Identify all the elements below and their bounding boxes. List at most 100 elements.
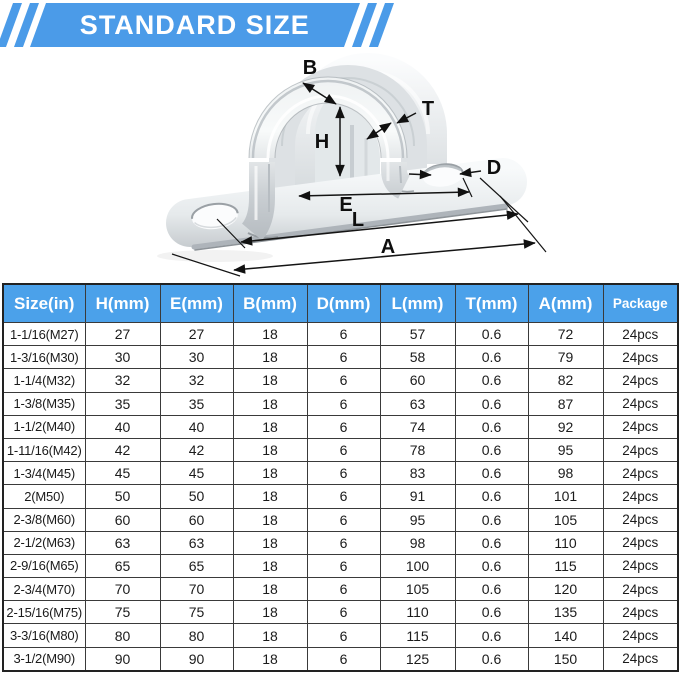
size-cell: 1-3/8(M35) bbox=[2, 391, 86, 416]
value-cell: 63 bbox=[159, 530, 234, 555]
value-cell: 0.6 bbox=[454, 484, 529, 509]
value-cell: 75 bbox=[84, 600, 161, 625]
value-cell: 0.6 bbox=[454, 577, 529, 602]
value-cell: 72 bbox=[527, 321, 604, 347]
label-L: L bbox=[352, 209, 364, 231]
dim-A-arrow bbox=[233, 239, 536, 274]
size-cell: 2(M50) bbox=[2, 484, 86, 509]
package-cell: 24pcs bbox=[602, 623, 679, 648]
value-cell: 80 bbox=[84, 623, 161, 648]
witness-lines bbox=[171, 177, 547, 277]
size-cell: 2-3/4(M70) bbox=[2, 577, 86, 602]
table-row: 2-15/16(M75) 75 75 18 6 110 0.6 135 24pcs bbox=[2, 600, 679, 625]
package-cell: 24pcs bbox=[602, 600, 679, 625]
size-cell: 1-3/4(M45) bbox=[2, 461, 86, 486]
value-cell: 18 bbox=[232, 577, 308, 602]
value-cell: 105 bbox=[379, 577, 456, 602]
table-row: 1-3/16(M30) 30 30 18 6 58 0.6 79 24pcs bbox=[2, 345, 679, 370]
value-cell: 6 bbox=[306, 623, 381, 648]
table-row: 2-3/8(M60) 60 60 18 6 95 0.6 105 24pcs bbox=[2, 507, 679, 532]
package-cell: 24pcs bbox=[602, 553, 679, 579]
value-cell: 75 bbox=[159, 600, 234, 625]
value-cell: 6 bbox=[306, 391, 381, 416]
value-cell: 18 bbox=[232, 437, 308, 463]
value-cell: 125 bbox=[379, 646, 456, 672]
value-cell: 6 bbox=[306, 484, 381, 509]
size-cell: 1-1/2(M40) bbox=[2, 414, 86, 439]
size-cell: 3-1/2(M90) bbox=[2, 646, 86, 672]
table-row: 3-1/2(M90) 90 90 18 6 125 0.6 150 24pcs bbox=[2, 646, 679, 672]
value-cell: 6 bbox=[306, 321, 381, 347]
size-cell: 1-1/16(M27) bbox=[2, 321, 86, 347]
pipe-strap-diagram: B T H D E L A bbox=[157, 53, 547, 277]
value-cell: 18 bbox=[232, 345, 308, 370]
value-cell: 98 bbox=[527, 461, 604, 486]
value-cell: 58 bbox=[379, 345, 456, 370]
value-cell: 110 bbox=[527, 530, 604, 555]
column-header: A(mm) bbox=[527, 283, 604, 323]
dim-T-pointer bbox=[396, 112, 417, 124]
value-cell: 6 bbox=[306, 368, 381, 393]
value-cell: 60 bbox=[379, 368, 456, 393]
value-cell: 32 bbox=[159, 368, 234, 393]
left-hole bbox=[191, 202, 239, 230]
label-B: B bbox=[303, 57, 317, 79]
value-cell: 57 bbox=[379, 321, 456, 347]
value-cell: 6 bbox=[306, 461, 381, 486]
value-cell: 50 bbox=[159, 484, 234, 509]
value-cell: 18 bbox=[232, 646, 308, 672]
value-cell: 100 bbox=[379, 553, 456, 579]
value-cell: 90 bbox=[159, 646, 234, 672]
column-header: E(mm) bbox=[159, 283, 234, 323]
package-cell: 24pcs bbox=[602, 437, 679, 463]
value-cell: 18 bbox=[232, 391, 308, 416]
value-cell: 18 bbox=[232, 414, 308, 439]
package-cell: 24pcs bbox=[602, 530, 679, 555]
table-row: 1-11/16(M42) 42 42 18 6 78 0.6 95 24pcs bbox=[2, 437, 679, 463]
value-cell: 78 bbox=[379, 437, 456, 463]
value-cell: 45 bbox=[159, 461, 234, 486]
value-cell: 105 bbox=[527, 507, 604, 532]
size-cell: 2-15/16(M75) bbox=[2, 600, 86, 625]
table-row: 2-9/16(M65) 65 65 18 6 100 0.6 115 24pcs bbox=[2, 553, 679, 579]
value-cell: 18 bbox=[232, 600, 308, 625]
value-cell: 6 bbox=[306, 345, 381, 370]
table-row: 3-3/16(M80) 80 80 18 6 115 0.6 140 24pcs bbox=[2, 623, 679, 648]
value-cell: 6 bbox=[306, 437, 381, 463]
banner-ribbon: STANDARD SIZE bbox=[29, 3, 360, 47]
table-row: 1-3/4(M45) 45 45 18 6 83 0.6 98 24pcs bbox=[2, 461, 679, 486]
package-cell: 24pcs bbox=[602, 646, 679, 672]
banner: STANDARD SIZE bbox=[0, 3, 679, 47]
value-cell: 32 bbox=[84, 368, 161, 393]
value-cell: 0.6 bbox=[454, 437, 529, 463]
value-cell: 74 bbox=[379, 414, 456, 439]
column-header: H(mm) bbox=[84, 283, 161, 323]
size-cell: 1-11/16(M42) bbox=[2, 437, 86, 463]
value-cell: 95 bbox=[527, 437, 604, 463]
value-cell: 92 bbox=[527, 414, 604, 439]
value-cell: 6 bbox=[306, 577, 381, 602]
value-cell: 70 bbox=[84, 577, 161, 602]
dim-D-arrow bbox=[408, 169, 432, 180]
value-cell: 0.6 bbox=[454, 368, 529, 393]
package-cell: 24pcs bbox=[602, 345, 679, 370]
dim-L-arrow bbox=[240, 210, 519, 246]
package-cell: 24pcs bbox=[602, 507, 679, 532]
table-row: 1-1/16(M27) 27 27 18 6 57 0.6 72 24pcs bbox=[2, 321, 679, 347]
table-row: 1-1/2(M40) 40 40 18 6 74 0.6 92 24pcs bbox=[2, 414, 679, 439]
package-cell: 24pcs bbox=[602, 321, 679, 347]
table-row: 1-3/8(M35) 35 35 18 6 63 0.6 87 24pcs bbox=[2, 391, 679, 416]
table-row: 2-3/4(M70) 70 70 18 6 105 0.6 120 24pcs bbox=[2, 577, 679, 602]
value-cell: 35 bbox=[84, 391, 161, 416]
value-cell: 65 bbox=[159, 553, 234, 579]
value-cell: 0.6 bbox=[454, 414, 529, 439]
value-cell: 6 bbox=[306, 553, 381, 579]
package-cell: 24pcs bbox=[602, 391, 679, 416]
value-cell: 18 bbox=[232, 321, 308, 347]
column-header: T(mm) bbox=[454, 283, 529, 323]
size-cell: 2-9/16(M65) bbox=[2, 553, 86, 579]
size-spec-table: Size(in) H(mm) E(mm) B(mm) D(mm) L(mm) T(mm) A(… bbox=[2, 283, 679, 672]
value-cell: 42 bbox=[159, 437, 234, 463]
value-cell: 70 bbox=[159, 577, 234, 602]
dimension-lines bbox=[171, 82, 547, 277]
